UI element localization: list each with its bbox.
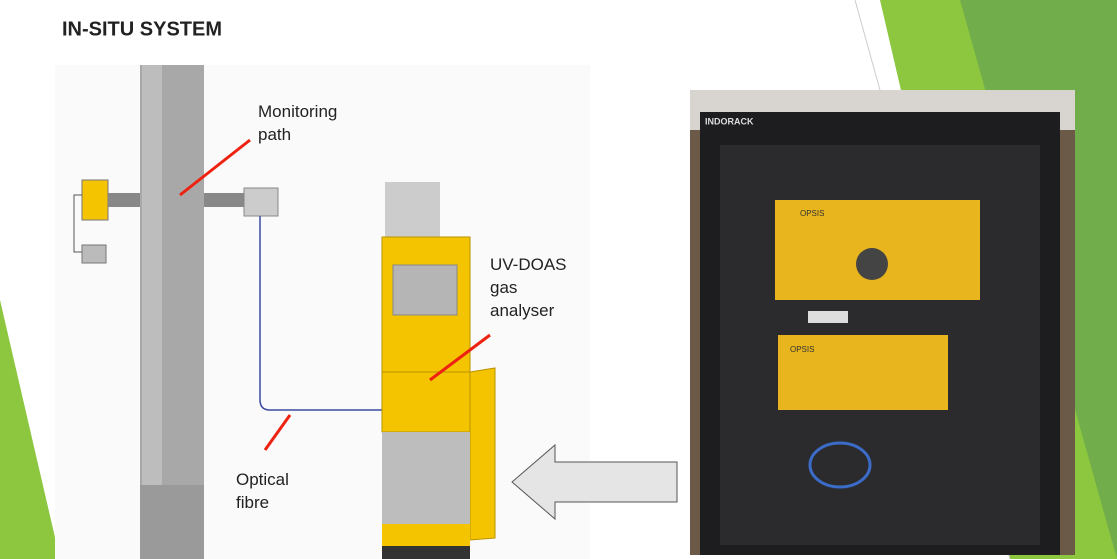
stack-base <box>140 485 204 559</box>
flange <box>204 193 244 207</box>
label-line: Monitoring <box>258 102 337 121</box>
label-line: path <box>258 125 291 144</box>
flange <box>108 193 140 207</box>
fibre-line <box>259 216 395 411</box>
label-line: gas <box>490 278 517 297</box>
cabinet-lower <box>382 432 470 524</box>
cabinet-foot <box>382 524 470 546</box>
box <box>81 244 107 264</box>
arrow <box>263 414 292 451</box>
receiver <box>243 187 279 217</box>
stack-highlight <box>142 65 162 559</box>
unit-brand: OPSIS <box>790 345 814 354</box>
label-optical-fibre: Optical fibre <box>236 470 294 512</box>
arrow <box>179 138 251 197</box>
cabinet-top <box>385 182 440 237</box>
label-line: UV-DOAS <box>490 255 567 274</box>
analyser-module <box>381 371 471 433</box>
label-line: fibre <box>236 493 269 512</box>
label-line: analyser <box>490 301 555 320</box>
device <box>808 311 848 323</box>
rack-brand: INDORACK <box>705 116 754 126</box>
label-line: Optical <box>236 470 289 489</box>
door <box>469 367 496 541</box>
block-arrow <box>511 443 678 521</box>
arrow <box>429 333 491 382</box>
plinth <box>382 546 470 559</box>
label-monitoring-path: Monitoring path <box>258 102 342 144</box>
label-analyser: UV-DOAS gas analyser <box>490 255 571 320</box>
unit-brand: OPSIS <box>800 209 824 218</box>
screen <box>392 264 458 316</box>
emitter <box>81 179 109 221</box>
fibre-coil <box>808 441 872 489</box>
cable <box>73 194 82 253</box>
fan <box>856 248 888 280</box>
unit <box>778 335 948 410</box>
slide-title: IN-SITU SYSTEM <box>62 18 222 40</box>
decor-triangle <box>0 300 60 559</box>
